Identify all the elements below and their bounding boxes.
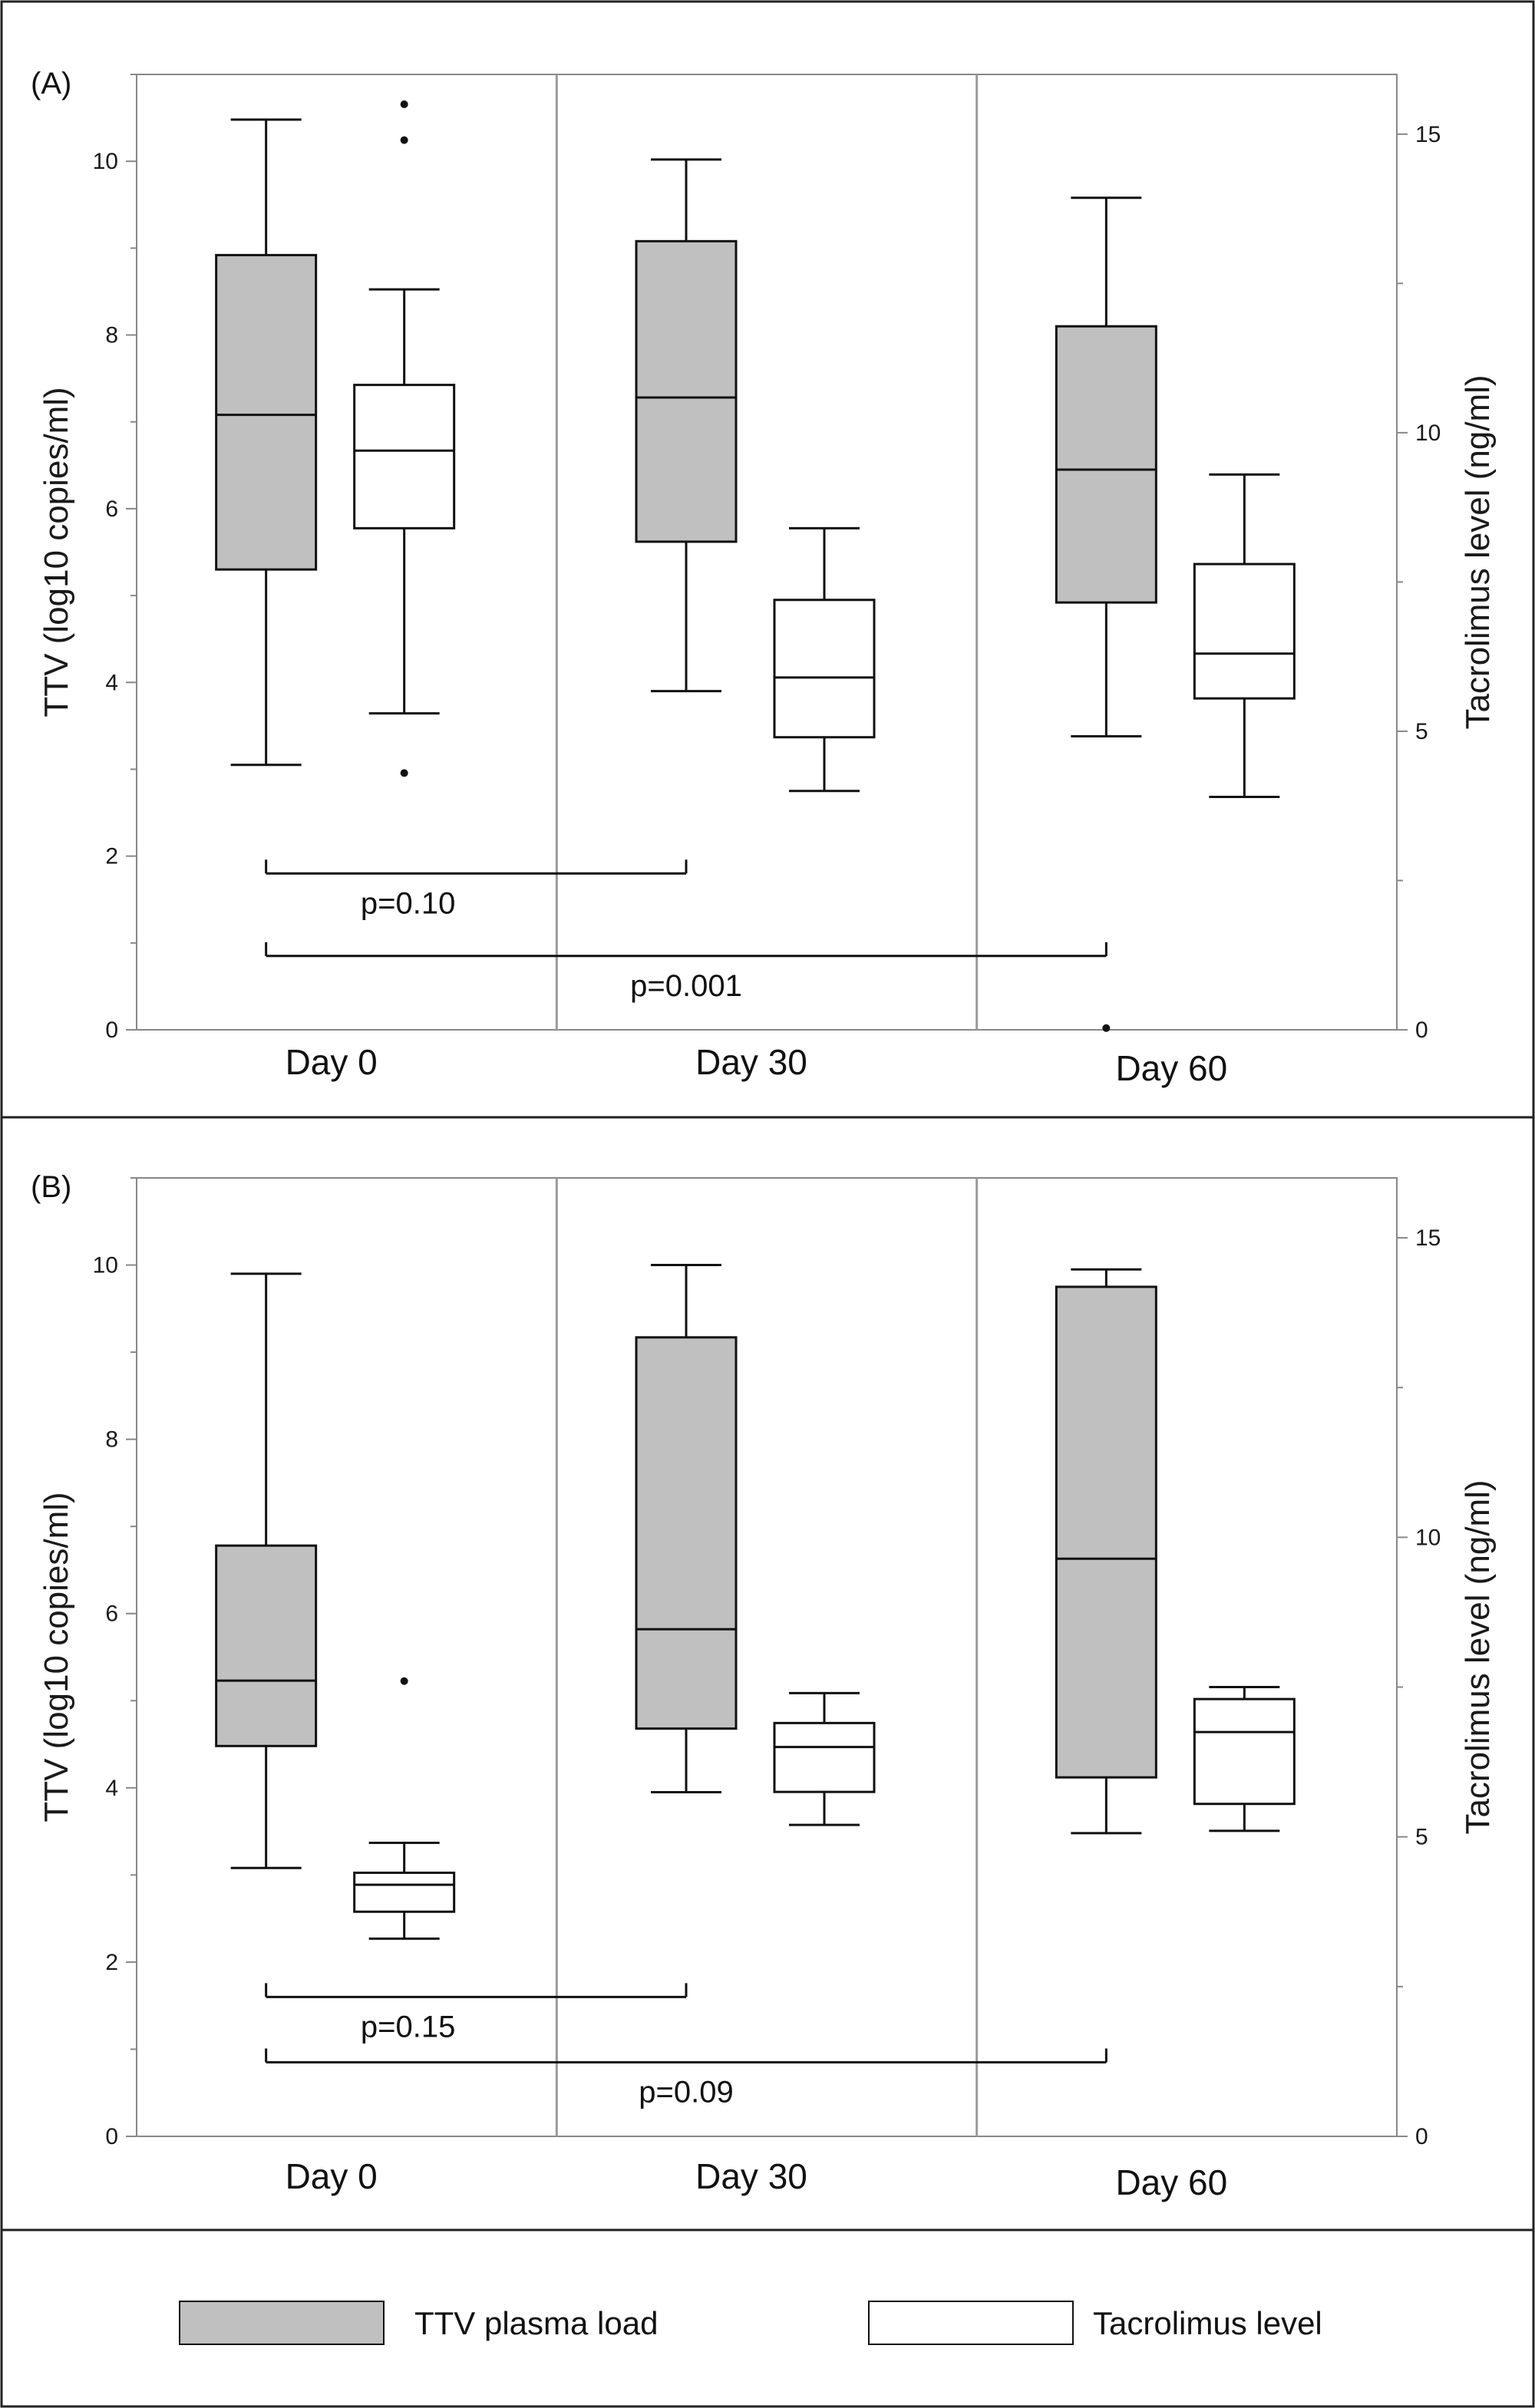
left-tick-label: 2 xyxy=(105,1950,118,1975)
left-tick-label: 8 xyxy=(105,323,118,348)
panel-a: 0 2 4 6 8 10 0 5 10 15 TTV (log10 copies/ml) Tacrol… xyxy=(31,67,1497,1088)
right-tick-label: 15 xyxy=(1415,1225,1441,1251)
outlier-point xyxy=(400,136,408,144)
legend-label: TTV plasma load xyxy=(414,2305,658,2341)
legend-swatch xyxy=(179,2301,385,2345)
left-tick-label: 4 xyxy=(105,670,118,695)
right-tick-label: 5 xyxy=(1415,719,1428,744)
box-ttv xyxy=(1055,1268,1157,1835)
left-tick-label: 2 xyxy=(105,844,118,869)
plot-frame xyxy=(136,1177,1398,2137)
outlier-point xyxy=(400,769,408,777)
p-value-label: p=0.15 xyxy=(361,2010,455,2044)
left-tick-label: 0 xyxy=(105,2124,118,2149)
left-tick-label: 6 xyxy=(105,496,118,522)
box-iqr xyxy=(773,1721,876,1793)
box-ttv xyxy=(215,118,318,767)
right-tick-label: 15 xyxy=(1415,122,1441,147)
left-tick-label: 6 xyxy=(105,1601,118,1627)
panel-label: (A) xyxy=(31,67,71,101)
left-tick-label: 10 xyxy=(93,149,118,174)
box-iqr xyxy=(1055,325,1157,604)
category-label: Day 60 xyxy=(1115,1048,1227,1088)
box-tacrolimus xyxy=(773,526,876,793)
panel-label: (B) xyxy=(31,1170,71,1204)
p-value-label: p=0.10 xyxy=(361,886,455,920)
left-tick-label: 8 xyxy=(105,1427,118,1453)
category-label: Day 30 xyxy=(695,2156,807,2196)
right-tick-label: 10 xyxy=(1415,1525,1441,1550)
box-tacrolimus xyxy=(353,1677,456,1940)
left-tick-label: 10 xyxy=(93,1253,118,1278)
legend-swatch xyxy=(868,2301,1074,2345)
box-ttv xyxy=(635,1264,738,1793)
right-tick-label: 5 xyxy=(1415,1825,1428,1850)
outlier-point xyxy=(400,100,408,108)
category-label: Day 0 xyxy=(286,1042,378,1082)
right-tick-label: 0 xyxy=(1415,2124,1428,2149)
box-iqr xyxy=(773,599,876,739)
box-tacrolimus xyxy=(1193,473,1296,799)
box-iqr xyxy=(635,239,738,543)
box-iqr xyxy=(215,1544,318,1747)
right-axis-title: Tacrolimus level (ng/ml) xyxy=(1459,374,1497,729)
box-iqr xyxy=(215,253,318,571)
legend: TTV plasma load Tacrolimus level xyxy=(179,2301,1322,2345)
left-axis-title: TTV (log10 copies/ml) xyxy=(38,1492,75,1822)
box-iqr xyxy=(353,1872,456,1913)
right-tick-label: 10 xyxy=(1415,421,1441,446)
significance-bracket: p=0.001 xyxy=(265,942,1108,1003)
category-label: Day 30 xyxy=(695,1042,807,1082)
p-value-label: p=0.001 xyxy=(630,969,742,1003)
left-tick-label: 0 xyxy=(105,1018,118,1043)
right-tick-label: 0 xyxy=(1415,1018,1428,1043)
plot-frame xyxy=(136,74,1398,1031)
legend-label: Tacrolimus level xyxy=(1093,2305,1322,2341)
outlier-point xyxy=(1102,1024,1111,1032)
significance-bracket: p=0.09 xyxy=(265,2048,1108,2109)
box-tacrolimus xyxy=(353,100,456,777)
box-iqr xyxy=(1193,562,1296,700)
left-tick-label: 4 xyxy=(105,1776,118,1801)
box-tacrolimus xyxy=(773,1691,876,1826)
box-ttv xyxy=(215,1272,318,1869)
outlier-point xyxy=(400,1677,408,1685)
box-iqr xyxy=(1193,1697,1296,1806)
left-axis-title: TTV (log10 copies/ml) xyxy=(38,387,75,717)
p-value-label: p=0.09 xyxy=(639,2075,733,2109)
box-iqr xyxy=(1055,1285,1157,1779)
category-label: Day 0 xyxy=(286,2156,378,2196)
significance-bracket: p=0.10 xyxy=(265,859,688,920)
category-label: Day 60 xyxy=(1115,2162,1227,2202)
box-iqr xyxy=(635,1336,738,1730)
right-axis-title: Tacrolimus level (ng/ml) xyxy=(1459,1479,1497,1834)
box-ttv xyxy=(1055,196,1157,1032)
panel-b: 0 2 4 6 8 10 0 5 10 15 TTV (log10 copies/ml) Tacrol… xyxy=(31,1170,1497,2202)
box-ttv xyxy=(635,158,738,693)
box-iqr xyxy=(353,384,456,529)
significance-bracket: p=0.15 xyxy=(265,1983,688,2044)
box-tacrolimus xyxy=(1193,1686,1296,1832)
